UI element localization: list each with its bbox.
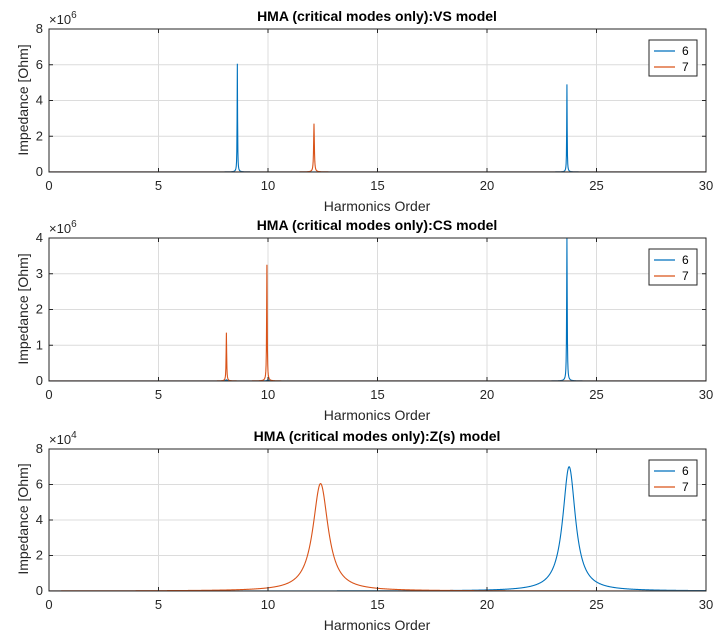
legend-label-6: 6 <box>682 464 689 478</box>
x-tick-label: 30 <box>699 387 713 402</box>
subplot-zs-model: HMA (critical modes only):Z(s) model Har… <box>15 428 713 633</box>
y-tick-label: 4 <box>36 230 43 245</box>
y-tick-label: 3 <box>36 266 43 281</box>
x-tick-label: 0 <box>45 178 52 193</box>
x-axis-label: Harmonics Order <box>324 198 431 214</box>
legend: 67 <box>648 39 698 77</box>
y-tick-label: 8 <box>36 441 43 456</box>
y-axis-label: Impedance [Ohm] <box>15 253 31 364</box>
exponent-value: 6 <box>71 10 77 21</box>
x-axis-label: Harmonics Order <box>324 407 431 423</box>
y-tick-label: 4 <box>36 93 43 108</box>
legend-label-7: 7 <box>682 269 689 283</box>
y-tick-label: 0 <box>36 583 43 598</box>
x-tick-label: 5 <box>155 178 162 193</box>
x-tick-label: 5 <box>155 387 162 402</box>
x-tick-label: 15 <box>370 387 384 402</box>
legend-label-7: 7 <box>682 60 689 74</box>
x-tick-label: 25 <box>589 387 603 402</box>
x-tick-label: 20 <box>480 597 494 612</box>
subplot-title: HMA (critical modes only):Z(s) model <box>254 428 501 444</box>
legend-box <box>648 248 698 286</box>
legend-box <box>648 459 698 497</box>
x-tick-label: 15 <box>370 178 384 193</box>
y-axis-label: Impedance [Ohm] <box>15 44 31 155</box>
y-axis-label: Impedance [Ohm] <box>15 463 31 574</box>
y-tick-label: 2 <box>36 302 43 317</box>
y-tick-label: 6 <box>36 57 43 72</box>
x-tick-label: 0 <box>45 387 52 402</box>
y-tick-label: 6 <box>36 477 43 492</box>
y-axis-exponent: ×106 <box>49 10 77 27</box>
y-tick-label: 2 <box>36 548 43 563</box>
x-tick-label: 5 <box>155 597 162 612</box>
x-tick-label: 0 <box>45 597 52 612</box>
exponent-value: 6 <box>71 219 77 230</box>
y-tick-label: 2 <box>36 128 43 143</box>
subplot-cs-model: HMA (critical modes only):CS model Harmo… <box>15 217 713 423</box>
legend-label-6: 6 <box>682 253 689 267</box>
x-tick-label: 10 <box>261 178 275 193</box>
y-axis-exponent: ×104 <box>49 430 77 447</box>
legend-label-6: 6 <box>682 44 689 58</box>
y-tick-label: 1 <box>36 337 43 352</box>
x-tick-label: 10 <box>261 387 275 402</box>
x-tick-label: 25 <box>589 178 603 193</box>
x-tick-label: 25 <box>589 597 603 612</box>
y-tick-label: 4 <box>36 512 43 527</box>
x-tick-label: 20 <box>480 178 494 193</box>
x-tick-label: 30 <box>699 597 713 612</box>
legend: 67 <box>648 459 698 497</box>
legend-label-7: 7 <box>682 480 689 494</box>
legend-box <box>648 39 698 77</box>
subplot-title: HMA (critical modes only):VS model <box>257 8 497 24</box>
y-tick-label: 8 <box>36 21 43 36</box>
x-tick-label: 20 <box>480 387 494 402</box>
x-tick-label: 15 <box>370 597 384 612</box>
y-axis-exponent: ×106 <box>49 219 77 236</box>
x-tick-label: 30 <box>699 178 713 193</box>
subplot-vs-model: HMA (critical modes only):VS model Harmo… <box>15 8 713 214</box>
y-tick-label: 0 <box>36 373 43 388</box>
x-axis-label: Harmonics Order <box>324 617 431 633</box>
y-tick-label: 0 <box>36 164 43 179</box>
exponent-value: 4 <box>71 430 77 441</box>
x-tick-label: 10 <box>261 597 275 612</box>
legend: 67 <box>648 248 698 286</box>
subplot-title: HMA (critical modes only):CS model <box>257 217 498 233</box>
